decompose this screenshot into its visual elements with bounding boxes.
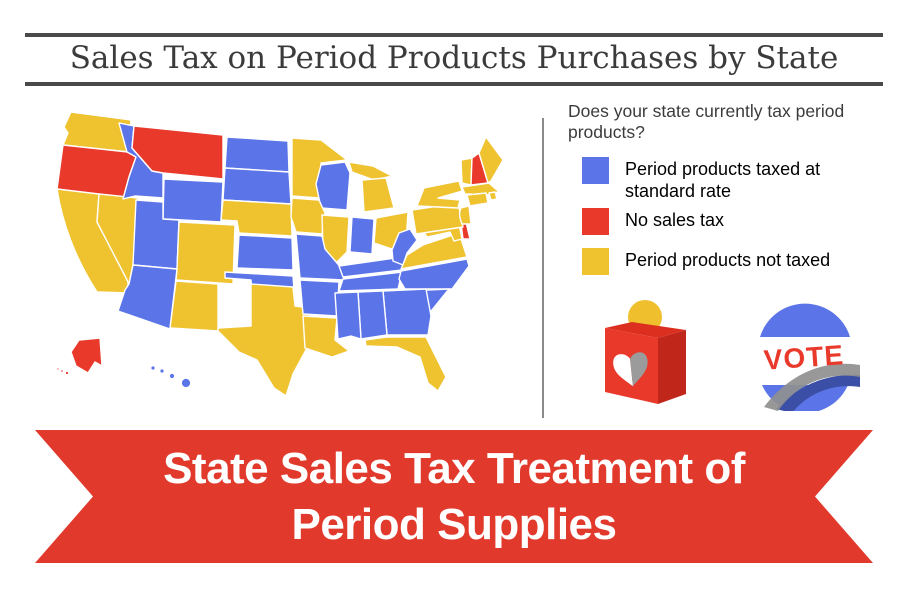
state-ks <box>236 234 294 271</box>
legend-label: Period products not taxed <box>625 250 831 270</box>
legend-label: Period products taxed at standard rate <box>625 159 821 201</box>
state-mt <box>131 125 224 180</box>
legend-item-standard-rate: Period products taxed at standard rate <box>582 157 892 202</box>
state-ia <box>290 197 326 235</box>
state-ga <box>382 288 432 336</box>
state-va <box>400 232 468 270</box>
state-ri <box>488 191 498 201</box>
legend-item-not-taxed: Period products not taxed <box>582 248 902 275</box>
vote-badge-icon: VOTE <box>760 303 860 411</box>
state-nm <box>169 280 219 332</box>
yellow-swatch-icon <box>582 248 609 275</box>
state-wy <box>162 178 224 223</box>
red-swatch-icon <box>582 208 609 235</box>
state-wi <box>315 161 351 211</box>
state-tx <box>217 283 312 397</box>
banner-line-2: Period Supplies <box>291 499 617 549</box>
state-ny <box>416 180 463 209</box>
state-ak <box>56 337 103 375</box>
state-ma <box>461 182 499 196</box>
state-wv <box>391 228 418 266</box>
us-choropleth-map <box>56 111 504 397</box>
vote-text: VOTE <box>763 339 845 376</box>
banner-ribbon: State Sales Tax Treatment of Period Supp… <box>35 430 873 563</box>
legend-label: No sales tax <box>625 210 725 230</box>
title-block: Sales Tax on Period Products Purchases b… <box>25 33 883 86</box>
state-hi <box>150 365 191 388</box>
state-me <box>478 136 504 184</box>
state-nc <box>398 258 470 290</box>
state-nd <box>224 136 290 173</box>
state-tn <box>338 271 403 292</box>
state-vt <box>460 157 473 186</box>
state-mi <box>348 161 395 213</box>
donation-ballot-box-icon <box>605 300 686 404</box>
state-al <box>357 290 388 340</box>
legend: Does your state currently tax period pro… <box>568 101 900 142</box>
state-ar <box>299 279 340 317</box>
state-sd <box>222 167 292 205</box>
page-title: Sales Tax on Period Products Purchases b… <box>69 40 839 76</box>
state-fl <box>364 336 447 392</box>
legend-item-no-sales-tax: No sales tax <box>582 208 892 235</box>
state-ct <box>466 192 489 207</box>
state-nj <box>458 205 472 225</box>
state-ms <box>334 291 362 340</box>
vertical-divider <box>542 118 544 418</box>
blue-swatch-icon <box>582 157 609 184</box>
state-in <box>349 216 375 255</box>
legend-heading: Does your state currently tax period pro… <box>568 101 845 142</box>
state-az <box>117 264 178 330</box>
banner-line-1: State Sales Tax Treatment of <box>163 444 745 494</box>
state-co <box>175 221 236 285</box>
